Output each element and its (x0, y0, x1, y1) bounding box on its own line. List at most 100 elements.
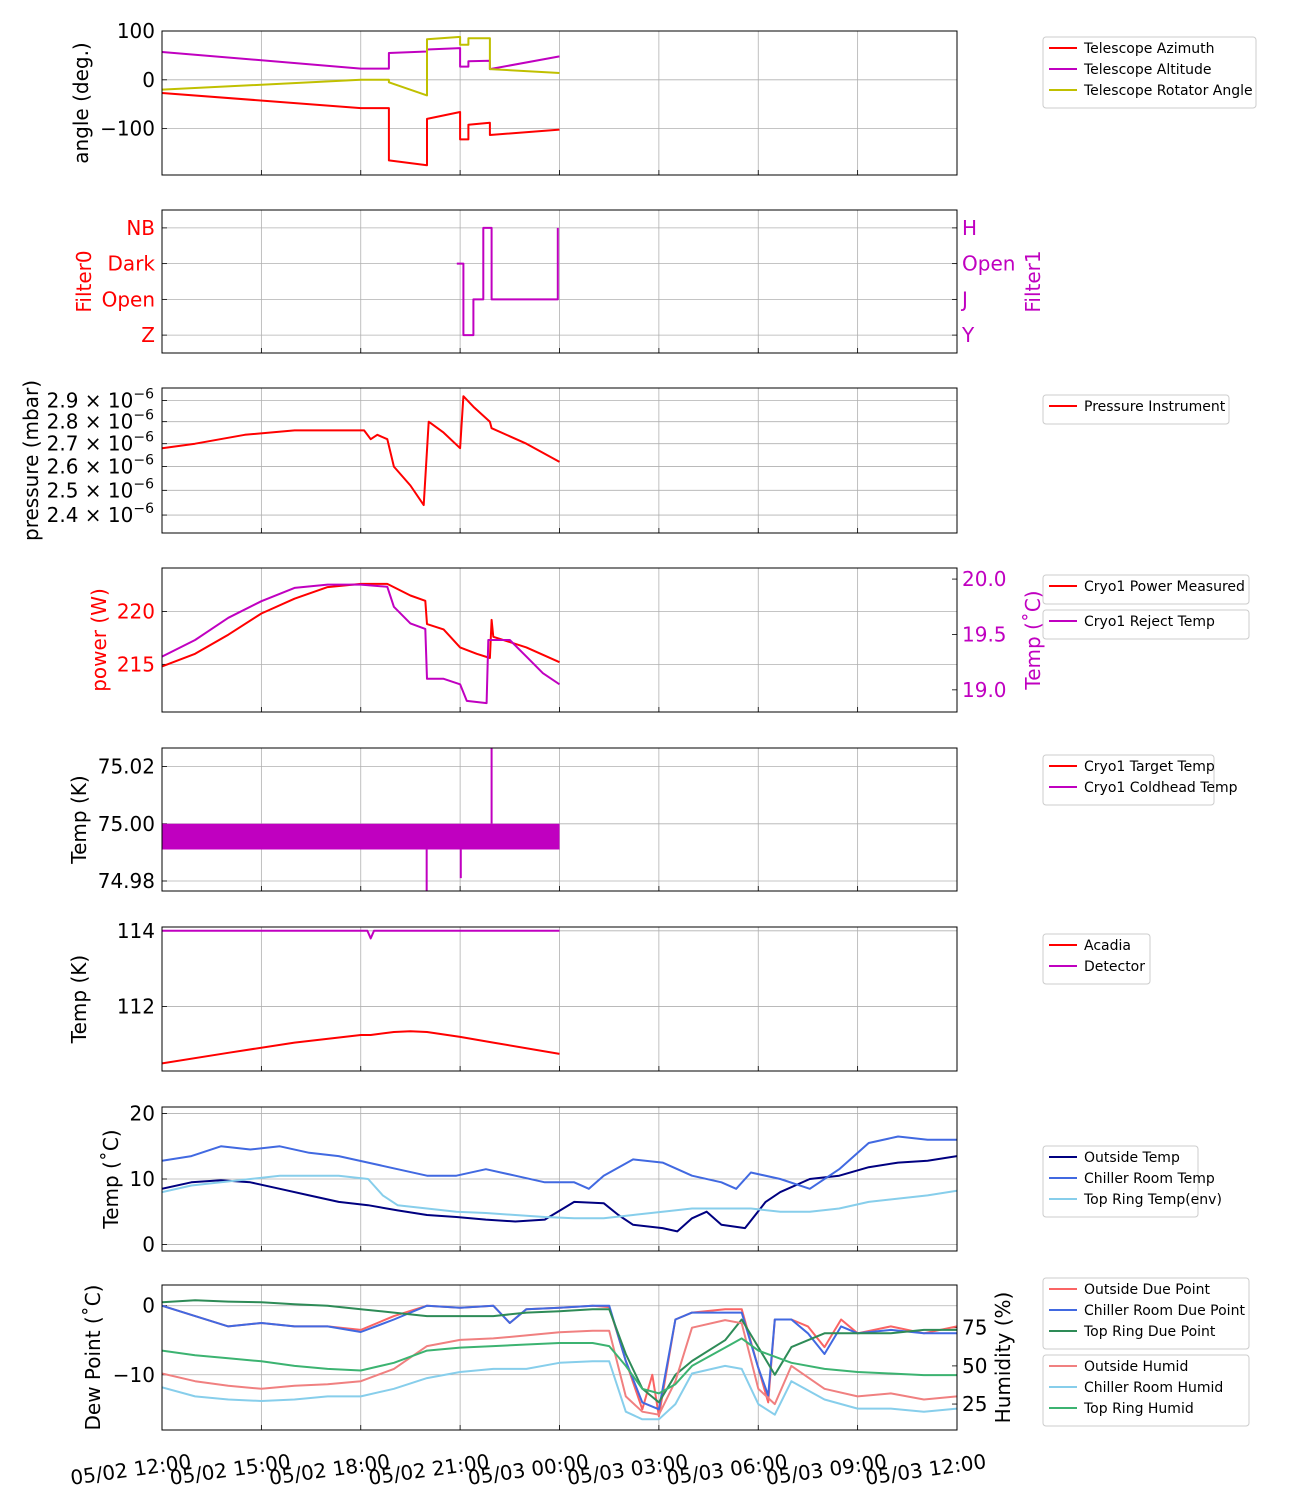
y-tick-label: 0 (142, 1232, 155, 1256)
y-tick-label-right: 25 (962, 1392, 987, 1416)
legend-label: Telescope Altitude (1083, 62, 1212, 78)
panel-2: NB Dark Open Z H Open JY Filter0 Filter1 (72, 209, 1045, 354)
legend-box (1042, 1277, 1250, 1350)
series-line (162, 1360, 957, 1421)
y-tick-label: Open (102, 287, 155, 311)
y-tick-label-right: 19.0 (962, 678, 1007, 702)
y-axis-label: Temp (K) (67, 955, 91, 1044)
legend-label: Outside Due Point (1084, 1282, 1211, 1298)
legend-box (1042, 394, 1230, 425)
plot-frame (161, 926, 958, 1072)
plot-frame (161, 209, 958, 354)
series-line (162, 1174, 957, 1220)
panel-1: 100 0 −100 angle (deg.) Telescope Azimuth Tel… (69, 19, 1257, 176)
legend-box (1042, 36, 1257, 109)
y-axis-label: pressure (mbar) (19, 380, 43, 541)
series-line (162, 35, 560, 97)
y-tick-label: 0 (142, 1294, 155, 1318)
y-tick-label: 220 (117, 599, 155, 623)
y-tick-label: 20 (130, 1102, 155, 1126)
legend-box (1042, 754, 1215, 806)
legend-box (1042, 574, 1250, 605)
y-axis-label: Temp (˚C) (99, 1129, 123, 1229)
y-tick-label-right: 20.0 (962, 567, 1007, 591)
legend-label: Chiller Room Due Point (1084, 1303, 1245, 1319)
y-axis-label: Temp (K) (67, 775, 91, 864)
series-line (162, 1155, 957, 1233)
legend-label: Detector (1084, 959, 1145, 975)
legend-box (1042, 609, 1250, 640)
series-line (162, 1319, 957, 1416)
legend-label: Chiller Room Temp (1084, 1171, 1215, 1187)
y-tick-label: 2.4 × 10−6 (47, 501, 154, 527)
y-tick-label: 2.6 × 10−6 (47, 453, 154, 479)
y-tick-label: −100 (100, 117, 155, 141)
y-tick-label-right: 19.5 (962, 622, 1007, 646)
y-axis-label-right: Temp (˚C) (1021, 590, 1045, 690)
y-axis-label: power (W) (87, 588, 111, 692)
series-line (162, 1030, 560, 1065)
y-tick-label: 74.98 (98, 869, 155, 893)
y-tick-label: −10 (113, 1363, 155, 1387)
series-line (162, 1304, 957, 1411)
y-axis-label-right: Humidity (%) (991, 1292, 1015, 1424)
panel-7: 20 10 0 Temp (˚C) Outside Temp Chiller Room T… (99, 1102, 1222, 1257)
legend-label: Top Ring Due Point (1083, 1324, 1216, 1340)
legend-label: Cryo1 Power Measured (1084, 579, 1245, 595)
series-line (162, 582, 560, 668)
legend-label: Top Ring Temp(env) (1083, 1192, 1222, 1208)
series-line (162, 395, 560, 507)
y-tick-label: NB (126, 216, 155, 240)
y-axis-label-right: Filter1 (1021, 250, 1045, 312)
legend-label: Cryo1 Coldhead Temp (1084, 780, 1238, 796)
legend-label: Pressure Instrument (1084, 399, 1226, 415)
y-tick-label: 0 (142, 68, 155, 92)
plot-frame (161, 567, 958, 713)
legend-label: Outside Humid (1084, 1359, 1188, 1375)
y-tick-label: Dark (108, 252, 156, 276)
plot-frame (161, 1284, 958, 1431)
series-line (162, 929, 560, 940)
panel-4: 220 215 20.0 19.5 19.0 power (W) Temp (˚C) Cryo… (87, 567, 1250, 713)
y-tick-label: 114 (117, 919, 155, 943)
plot-frame (161, 30, 958, 176)
series-line (162, 1299, 957, 1404)
y-tick-label-right: J (960, 287, 968, 311)
series-line (162, 1304, 957, 1418)
y-axis-label: Filter0 (72, 250, 96, 312)
y-axis-label: angle (deg.) (69, 42, 93, 164)
y-tick-label-right: 50 (962, 1354, 987, 1378)
legend-label: Outside Temp (1084, 1150, 1180, 1166)
y-tick-label: 215 (117, 652, 155, 676)
series-band (162, 823, 560, 850)
legend-label: Telescope Rotator Angle (1083, 83, 1253, 99)
y-tick-label: 75.00 (98, 812, 155, 836)
plot-frame (161, 387, 958, 534)
legend-box (1042, 1145, 1199, 1218)
plot-frame (161, 1106, 958, 1252)
plot-frame (161, 747, 958, 892)
y-axis-label: Dew Point (˚C) (81, 1284, 105, 1430)
series-line (162, 92, 560, 167)
legend-box (1042, 1354, 1250, 1427)
panel-3: 2.9 × 10−62.8 × 10−62.7 × 10−62.6 × 10−6… (19, 380, 1230, 541)
y-tick-label: 112 (117, 995, 155, 1019)
legend-label: Cryo1 Reject Temp (1084, 614, 1215, 630)
series-line (456, 226, 559, 337)
legend-label: Telescope Azimuth (1083, 41, 1214, 57)
legend-label: Cryo1 Target Temp (1084, 759, 1215, 775)
panel-5: 75.02 75.00 74.98 Temp (K) Cryo1 Target Temp… (67, 747, 1238, 893)
y-tick-label: 2.7 × 10−6 (47, 430, 154, 456)
series-line (162, 1135, 957, 1190)
y-tick-label-right: Y (961, 323, 975, 347)
legend-label: Chiller Room Humid (1084, 1380, 1223, 1396)
y-tick-label-right: Open (962, 252, 1015, 276)
legend-label: Top Ring Humid (1083, 1401, 1194, 1417)
legend-label: Acadia (1084, 938, 1131, 954)
y-tick-label: 100 (117, 19, 155, 43)
y-tick-label: 75.02 (98, 755, 155, 779)
y-tick-label: 2.9 × 10−6 (47, 386, 154, 412)
y-tick-label-right: 75 (962, 1316, 987, 1340)
